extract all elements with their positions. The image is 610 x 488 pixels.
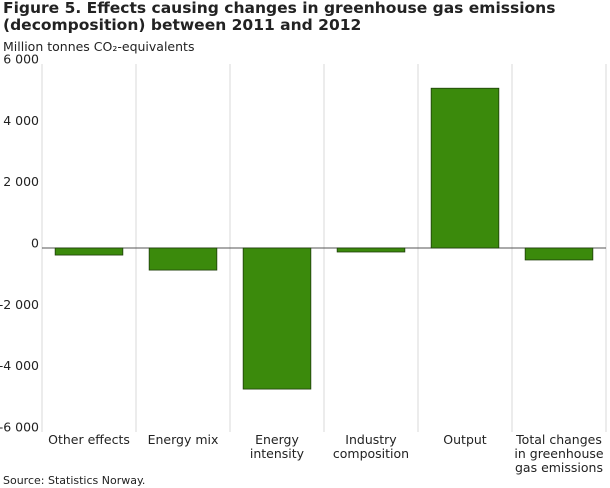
x-tick-label: Total changes in greenhouse gas emission… bbox=[514, 432, 604, 475]
x-tick-label: Energy mix bbox=[147, 432, 219, 447]
x-tick-label: Energy intensity bbox=[249, 432, 305, 461]
x-tick-label: Industry composition bbox=[332, 432, 410, 461]
y-tick-label: 6 000 bbox=[3, 52, 39, 67]
source: Source: Statistics Norway. bbox=[3, 474, 146, 487]
bar bbox=[524, 247, 594, 261]
y-tick-label: 0 bbox=[31, 236, 39, 251]
x-tick-label: Output bbox=[443, 432, 487, 447]
y-tick-label: -4 000 bbox=[0, 358, 39, 373]
y-tick-label: -2 000 bbox=[0, 297, 39, 312]
bar bbox=[242, 247, 312, 390]
x-tick-label: Other effects bbox=[48, 432, 130, 447]
bar bbox=[148, 247, 218, 271]
bar bbox=[430, 87, 500, 249]
bar bbox=[336, 247, 406, 253]
y-axis-label: Million tonnes CO₂-equivalents bbox=[3, 39, 195, 54]
chart-title: Figure 5. Effects causing changes in gre… bbox=[3, 0, 556, 34]
y-tick-label: 4 000 bbox=[3, 113, 39, 128]
y-tick-label: 2 000 bbox=[3, 174, 39, 189]
bar bbox=[54, 247, 124, 256]
y-tick-label: -6 000 bbox=[0, 420, 39, 435]
